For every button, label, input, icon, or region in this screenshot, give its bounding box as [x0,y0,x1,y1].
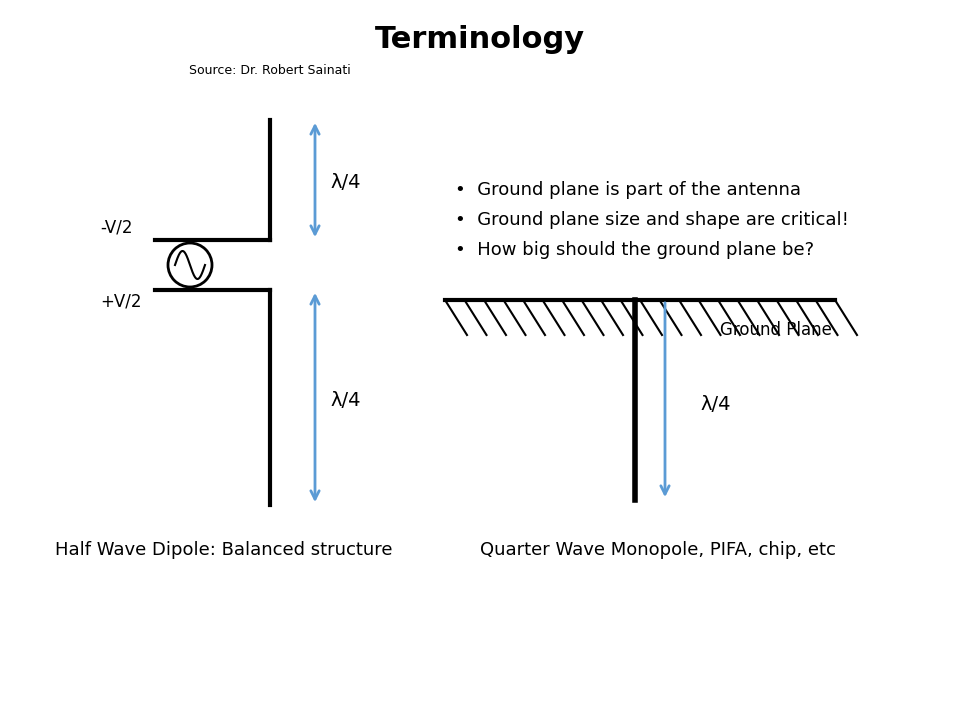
Text: •  How big should the ground plane be?: • How big should the ground plane be? [455,241,814,259]
Text: Source: Dr. Robert Sainati: Source: Dr. Robert Sainati [189,63,350,76]
Text: Quarter Wave Monopole, PIFA, chip, etc: Quarter Wave Monopole, PIFA, chip, etc [480,541,836,559]
Text: λ/4: λ/4 [700,395,731,415]
Text: λ/4: λ/4 [330,390,361,410]
Text: Ground Plane: Ground Plane [720,321,832,339]
Text: Terminology: Terminology [375,25,585,54]
Text: -V/2: -V/2 [100,219,132,237]
Text: Half Wave Dipole: Balanced structure: Half Wave Dipole: Balanced structure [55,541,393,559]
Text: •  Ground plane size and shape are critical!: • Ground plane size and shape are critic… [455,211,849,229]
Text: •  Ground plane is part of the antenna: • Ground plane is part of the antenna [455,181,801,199]
Text: λ/4: λ/4 [330,174,361,192]
Text: +V/2: +V/2 [100,293,141,311]
